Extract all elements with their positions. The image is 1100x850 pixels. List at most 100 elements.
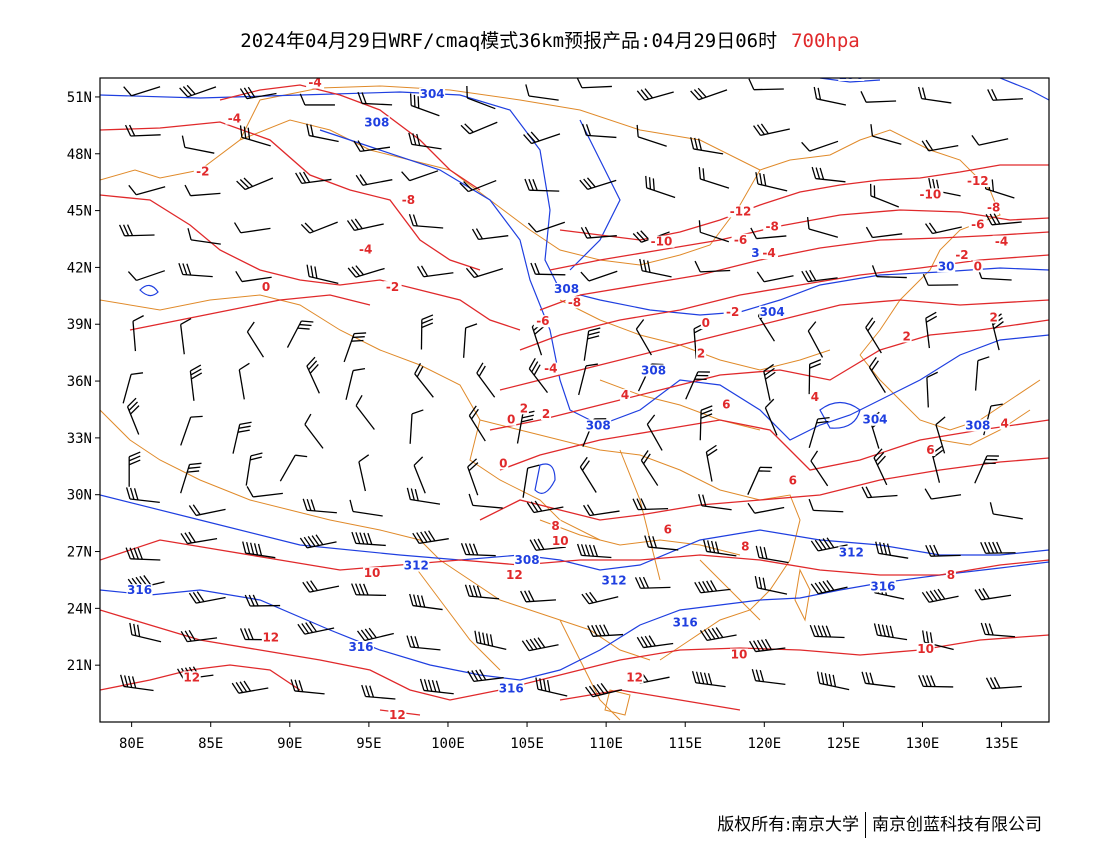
wind-barb-feather: [246, 486, 254, 498]
wind-barb-feather: [820, 672, 825, 685]
wind-barb-feather: [310, 580, 318, 591]
wind-barb: [127, 270, 166, 282]
wind-barb-feather: [421, 314, 434, 321]
wind-barb-feather: [465, 267, 475, 278]
wind-barb: [578, 363, 598, 396]
wind-barb-shaft: [807, 330, 824, 358]
wind-barb-shaft: [531, 133, 561, 145]
wind-barb-shaft: [867, 494, 898, 499]
wind-barb-feather: [583, 504, 591, 516]
wind-barb-shaft: [131, 86, 161, 97]
wind-barb: [179, 84, 217, 98]
wind-barb: [279, 454, 308, 482]
wind-barb-feather: [528, 178, 534, 191]
wind-barb-shaft: [343, 333, 355, 363]
temp-contour-i: [499, 299, 1049, 391]
wind-barb-feather: [865, 486, 873, 498]
wind-barb: [180, 317, 192, 355]
wind-barb-feather: [640, 450, 649, 461]
wind-barb-feather: [889, 625, 894, 638]
wind-barb-feather: [239, 125, 243, 138]
wind-barb-shaft: [755, 680, 786, 686]
wind-barb-feather: [750, 227, 758, 239]
wind-barb: [349, 499, 383, 517]
wind-barb-feather: [647, 260, 651, 273]
wind-barb-feather: [817, 417, 830, 420]
temperature-contour-label-bg: [306, 78, 325, 89]
wind-barb-feather: [810, 583, 819, 595]
wind-barb-feather: [537, 538, 545, 550]
wind-barb-feather: [363, 532, 369, 545]
wind-barb-shaft: [586, 134, 617, 139]
temperature-contour-label-bg: [356, 243, 375, 256]
wind-barb-feather: [925, 311, 937, 319]
wind-barb-shaft: [129, 498, 160, 503]
wind-barb-feather: [982, 588, 990, 599]
wind-barb: [924, 488, 962, 500]
wind-barb-shaft: [286, 320, 302, 348]
wind-barb: [755, 545, 789, 564]
wind-barb-shaft: [754, 506, 785, 514]
temperature-contour-label: 12: [506, 568, 523, 582]
wind-barb-shaft: [815, 177, 846, 183]
wind-barb-shaft: [306, 509, 337, 514]
wind-barb-feather: [801, 270, 809, 282]
wind-barb-shaft: [309, 134, 339, 143]
wind-barb-feather: [531, 361, 539, 373]
wind-barb-feather: [580, 544, 587, 556]
wind-barb-feather: [524, 178, 530, 191]
wind-barb-feather: [585, 363, 598, 367]
wind-barb-feather: [532, 179, 538, 191]
wind-barb-feather: [640, 498, 647, 510]
wind-barb-feather: [130, 372, 144, 376]
lat-tick-label: 21N: [67, 658, 92, 674]
wind-barb: [750, 227, 787, 240]
wind-barb-feather: [294, 679, 300, 692]
wind-barb-feather: [990, 403, 1003, 407]
wind-barb-shaft: [123, 685, 154, 692]
wind-barb-feather: [307, 536, 316, 547]
wind-barb-feather: [929, 544, 936, 557]
wind-barb-feather: [180, 630, 188, 642]
wind-barb-feather: [239, 88, 248, 99]
wind-barb-feather: [352, 336, 365, 339]
temperature-contour-label-bg: [917, 188, 944, 201]
wind-barb: [530, 262, 566, 276]
wind-barb-feather: [576, 78, 583, 89]
wind-barb-shaft: [301, 178, 332, 184]
wind-barb-shaft: [818, 586, 848, 595]
wind-barb: [875, 541, 909, 559]
wind-barb-shaft: [992, 98, 1023, 101]
wind-barb: [409, 593, 443, 611]
wind-barb-feather: [924, 488, 932, 500]
temperature-contour-label: 6: [926, 443, 934, 457]
wind-barb: [810, 580, 848, 595]
wind-barb-feather: [809, 624, 816, 637]
wind-barb: [302, 580, 340, 593]
wind-barb: [985, 213, 1022, 226]
wind-barb-feather: [530, 262, 536, 275]
wind-barb: [869, 183, 900, 208]
wind-barb-feather: [412, 532, 420, 544]
wind-barb-feather: [700, 409, 713, 415]
wind-barb-shaft: [516, 413, 524, 444]
wind-barb-feather: [703, 629, 712, 641]
wind-barb-feather: [753, 640, 761, 652]
wind-barb-shaft: [528, 368, 549, 394]
height-contour-label-bg: [403, 559, 430, 572]
wind-barb: [471, 228, 509, 241]
wind-barb-feather: [310, 499, 316, 512]
wind-barb-feather: [419, 678, 425, 691]
wind-barb-feather: [472, 543, 479, 556]
temperature-contour-label: 8: [741, 540, 749, 554]
wind-barb: [300, 221, 338, 234]
wind-barb-shaft: [646, 187, 676, 199]
wind-barb-shaft: [985, 633, 1016, 638]
wind-barb-feather: [521, 414, 534, 419]
wind-barb-feather: [363, 583, 369, 596]
wind-barb: [125, 547, 161, 561]
wind-barb-feather: [933, 589, 942, 601]
wind-barb: [639, 258, 672, 278]
temperature-contour-label: -12: [730, 204, 752, 218]
wind-barb-feather: [926, 675, 932, 687]
